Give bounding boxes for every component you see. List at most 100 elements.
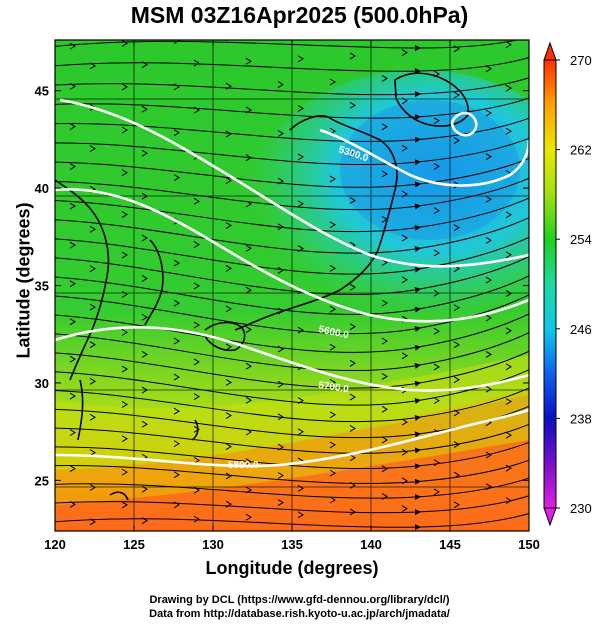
colorbar: 230 238 246 254 262 270 (543, 41, 592, 527)
wind-arrow (277, 380, 284, 388)
wind-arrow (505, 41, 512, 49)
wind-arrow (193, 59, 200, 67)
wind-arrow (329, 264, 336, 272)
wind-arrow (69, 280, 76, 288)
wind-arrow (329, 221, 336, 229)
contour-low (450, 111, 478, 137)
wind-arrow (349, 283, 356, 291)
wind-arrow (329, 78, 336, 86)
wind-arrow (141, 105, 148, 113)
wind-arrow (89, 413, 96, 421)
wind-arrow (329, 496, 336, 504)
streamline (55, 137, 529, 166)
wind-arrow (173, 83, 180, 91)
wind-arrow (349, 150, 356, 158)
wind-arrow (141, 485, 148, 493)
wind-arrow (121, 328, 128, 336)
wind-arrow (349, 393, 356, 401)
wind-arrow (485, 65, 492, 73)
wind-arrow (485, 109, 492, 117)
wind-arrow (381, 75, 388, 82)
wind-arrow (401, 505, 408, 513)
wind-arrow (89, 265, 96, 273)
wind-arrow (297, 484, 304, 492)
wind-arrow (277, 81, 284, 89)
wind-arrow (121, 251, 128, 259)
wind-arrow (381, 259, 388, 266)
wind-arrow (69, 318, 76, 326)
wind-arrow (89, 62, 96, 70)
streamline (55, 77, 529, 98)
wind-arrow (193, 321, 200, 329)
streamline (55, 350, 529, 389)
streamline (55, 117, 529, 143)
wind-arrow (401, 276, 408, 284)
wind-arrow (505, 251, 512, 259)
y-tick-label: 40 (35, 181, 49, 196)
wind-arrow (173, 407, 180, 415)
wind-arrow (433, 162, 440, 170)
wind-arrow (69, 501, 76, 508)
wind-arrow (505, 398, 512, 405)
wind-arrow (121, 365, 128, 373)
wind-arrow (278, 32, 283, 38)
x-tick-label: 150 (518, 537, 540, 552)
credit-data: Data from http://database.rish.kyoto-u.a… (149, 608, 450, 620)
streamline (55, 275, 529, 315)
colorbar-tick-label: 262 (570, 143, 592, 158)
streamline (55, 477, 529, 501)
wind-arrow (173, 373, 180, 381)
colorbar-tick-label: 246 (570, 322, 592, 337)
wind-arrow (329, 378, 336, 386)
wind-arrow (349, 359, 356, 367)
wind-arrow (277, 499, 284, 507)
wind-arrow (453, 304, 460, 312)
wind-arrow (382, 26, 387, 32)
wind-arrow (433, 488, 440, 496)
wind-arrow (433, 207, 440, 215)
cold-core (340, 100, 520, 240)
wind-arrow (277, 443, 284, 451)
wind-arrow (173, 440, 180, 448)
wind-arrow (433, 289, 440, 297)
wind-arrow (401, 477, 408, 485)
wind-arrow (225, 305, 232, 313)
wind-arrow (485, 276, 492, 284)
colorbar-tick-label: 270 (570, 53, 592, 68)
wind-arrow (89, 449, 96, 457)
wind-arrow (245, 244, 252, 252)
wind-arrow (173, 174, 180, 182)
wind-arrow (485, 236, 492, 244)
x-tick-label: 140 (360, 537, 382, 552)
streamline (55, 495, 529, 516)
wind-arrow (401, 418, 408, 426)
wind-arrow (433, 327, 440, 335)
streamline (55, 405, 529, 439)
wind-arrow (245, 57, 252, 65)
streamline (55, 40, 520, 52)
wind-arrow (297, 245, 304, 252)
wind-arrow (69, 465, 76, 473)
wind-arrow (297, 55, 304, 63)
wind-arrow (401, 448, 408, 456)
coastlines (55, 72, 470, 501)
wind-arrow (121, 290, 128, 298)
wind-arrow (453, 501, 460, 509)
wind-arrow (245, 200, 252, 208)
streamline (55, 256, 529, 296)
wind-arrow (453, 45, 460, 53)
wind-arrow (245, 326, 252, 333)
wind-arrow (141, 192, 148, 200)
streamline (55, 459, 529, 485)
wind-arrow (505, 327, 512, 335)
wind-arrow (401, 49, 408, 57)
wind-arrow (225, 82, 232, 90)
wind-arrow (121, 40, 128, 47)
wind-arrow (69, 42, 76, 50)
wind-arrow (297, 428, 304, 436)
x-tick-label: 125 (123, 537, 145, 552)
streamline (55, 423, 529, 454)
wind-arrow (401, 190, 408, 198)
y-tick-label: 25 (35, 473, 49, 488)
